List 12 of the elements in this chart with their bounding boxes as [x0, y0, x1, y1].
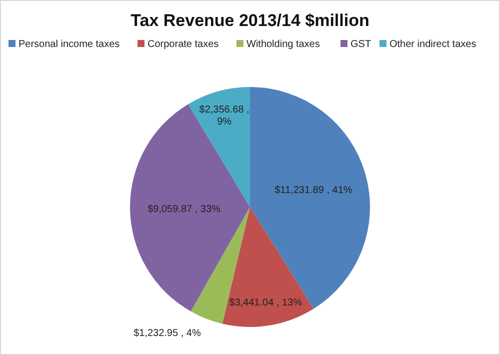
legend-label: Other indirect taxes — [390, 39, 476, 50]
data-label: $3,441.04 , 13% — [229, 298, 302, 309]
data-label: $11,231.89 , 41% — [274, 184, 352, 196]
legend-label: Witholding taxes — [246, 39, 320, 50]
chart-title: Tax Revenue 2013/14 $million — [130, 11, 370, 30]
legend-label: Corporate taxes — [148, 39, 219, 50]
pie-slice — [222, 207, 314, 327]
data-label: $9,059.87 , 33% — [148, 204, 221, 215]
legend-label: GST — [350, 39, 372, 50]
legend-label: Personal income taxes — [18, 39, 120, 50]
data-label: $2,356.68 , 9% — [199, 104, 250, 128]
data-label: $1,232.95 , 4% — [134, 328, 201, 340]
